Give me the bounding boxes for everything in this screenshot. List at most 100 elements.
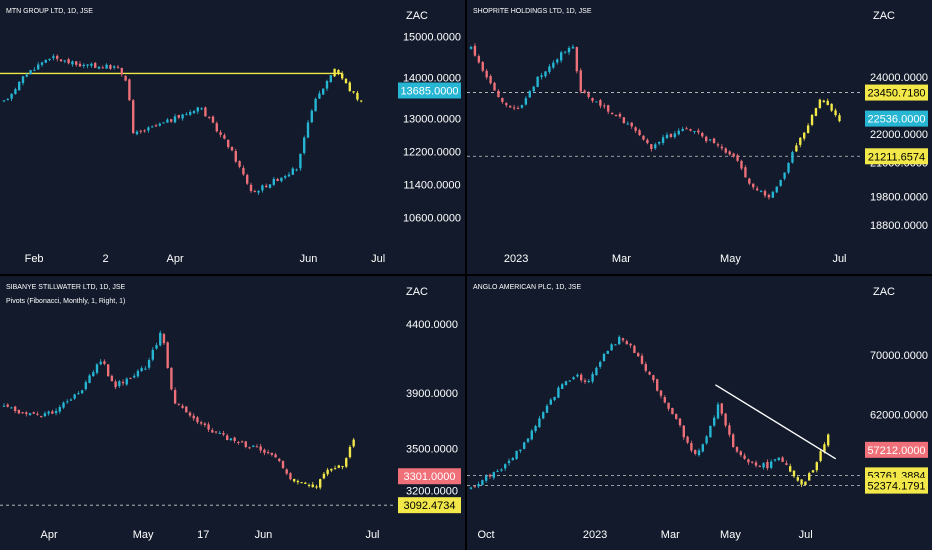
candle[interactable] xyxy=(808,471,811,481)
candle[interactable] xyxy=(345,457,348,469)
candle[interactable] xyxy=(496,469,499,473)
candle[interactable] xyxy=(242,165,245,176)
candle[interactable] xyxy=(728,150,731,156)
candle[interactable] xyxy=(80,389,84,395)
candle[interactable] xyxy=(795,142,798,152)
candle[interactable] xyxy=(147,357,151,370)
candle[interactable] xyxy=(477,54,481,64)
price-badge[interactable]: 21211.6574 xyxy=(865,148,928,165)
candle[interactable] xyxy=(207,422,210,433)
candle[interactable] xyxy=(559,50,563,63)
candle[interactable] xyxy=(36,411,39,416)
candle[interactable] xyxy=(469,486,473,490)
candle[interactable] xyxy=(785,460,788,466)
candle[interactable] xyxy=(95,363,99,375)
candle[interactable] xyxy=(162,332,166,346)
candle[interactable] xyxy=(121,379,125,386)
candle[interactable] xyxy=(740,159,743,171)
candle[interactable] xyxy=(777,457,780,462)
candle[interactable] xyxy=(51,409,54,415)
candle[interactable] xyxy=(255,444,259,448)
candle[interactable] xyxy=(602,352,606,362)
candle[interactable] xyxy=(315,484,318,490)
candle[interactable] xyxy=(622,116,626,124)
candle[interactable] xyxy=(599,360,602,369)
candle[interactable] xyxy=(675,413,678,420)
candle[interactable] xyxy=(648,370,651,376)
candle[interactable] xyxy=(129,377,132,380)
candle[interactable] xyxy=(218,430,221,435)
candle[interactable] xyxy=(329,75,332,83)
candle[interactable] xyxy=(114,379,117,390)
candle[interactable] xyxy=(571,44,575,49)
candle[interactable] xyxy=(607,104,610,115)
candle[interactable] xyxy=(208,116,211,120)
candle[interactable] xyxy=(263,448,266,456)
candle[interactable] xyxy=(59,58,63,63)
sibanye-chart-panel[interactable]: SIBANYE STILLWATER LTD, 1D, JSE Pivots (F… xyxy=(0,276,465,550)
candle[interactable] xyxy=(352,437,355,448)
candle[interactable] xyxy=(21,75,25,86)
candle[interactable] xyxy=(14,87,17,95)
candle[interactable] xyxy=(505,102,508,108)
candle[interactable] xyxy=(177,403,181,406)
candle[interactable] xyxy=(564,380,568,386)
candle[interactable] xyxy=(199,420,203,426)
candle[interactable] xyxy=(575,46,579,74)
candle[interactable] xyxy=(240,440,244,443)
candle[interactable] xyxy=(181,403,184,409)
candle[interactable] xyxy=(512,104,516,111)
candle[interactable] xyxy=(532,85,535,94)
candle[interactable] xyxy=(671,407,674,415)
candle[interactable] xyxy=(771,190,775,198)
mtn-chart-panel[interactable]: MTN GROUP LTD, 1D, JSE ZAC 15000.0000 14000… xyxy=(0,0,465,274)
candle[interactable] xyxy=(633,344,636,354)
candle[interactable] xyxy=(52,53,55,61)
candle[interactable] xyxy=(284,174,287,180)
candle[interactable] xyxy=(94,61,97,68)
candle[interactable] xyxy=(705,435,708,445)
candle[interactable] xyxy=(63,59,66,64)
candle[interactable] xyxy=(185,112,188,116)
candle[interactable] xyxy=(806,123,810,134)
candle[interactable] xyxy=(701,131,704,139)
candle[interactable] xyxy=(747,458,750,465)
candle[interactable] xyxy=(181,113,184,121)
candle[interactable] xyxy=(268,184,272,189)
candle[interactable] xyxy=(736,153,739,163)
trendline[interactable] xyxy=(715,384,837,460)
candle[interactable] xyxy=(238,160,241,169)
candle[interactable] xyxy=(299,153,302,171)
candle[interactable] xyxy=(214,431,218,434)
candle[interactable] xyxy=(634,126,637,134)
candle[interactable] xyxy=(697,448,701,457)
candle[interactable] xyxy=(173,113,177,124)
candle[interactable] xyxy=(257,190,260,195)
candle[interactable] xyxy=(485,474,488,483)
candle[interactable] xyxy=(261,184,264,193)
candle[interactable] xyxy=(758,465,761,468)
candle[interactable] xyxy=(125,377,128,386)
candle[interactable] xyxy=(43,411,47,418)
candle[interactable] xyxy=(124,75,127,82)
candle[interactable] xyxy=(516,105,520,110)
candle[interactable] xyxy=(553,396,556,402)
candle[interactable] xyxy=(90,62,93,68)
candle[interactable] xyxy=(166,341,169,369)
candle[interactable] xyxy=(270,452,274,457)
candle[interactable] xyxy=(92,370,95,377)
candle[interactable] xyxy=(661,134,665,146)
candle[interactable] xyxy=(732,432,735,448)
candle[interactable] xyxy=(716,402,720,420)
candle[interactable] xyxy=(33,67,36,72)
price-badge[interactable]: 22536.0000 xyxy=(865,110,928,127)
candle[interactable] xyxy=(568,380,571,383)
candle[interactable] xyxy=(106,363,110,377)
candle[interactable] xyxy=(673,130,677,139)
candle[interactable] xyxy=(159,330,162,347)
candle[interactable] xyxy=(481,61,484,73)
candle[interactable] xyxy=(18,81,21,91)
candle[interactable] xyxy=(716,142,720,148)
candle[interactable] xyxy=(99,359,102,366)
candle[interactable] xyxy=(545,403,549,414)
